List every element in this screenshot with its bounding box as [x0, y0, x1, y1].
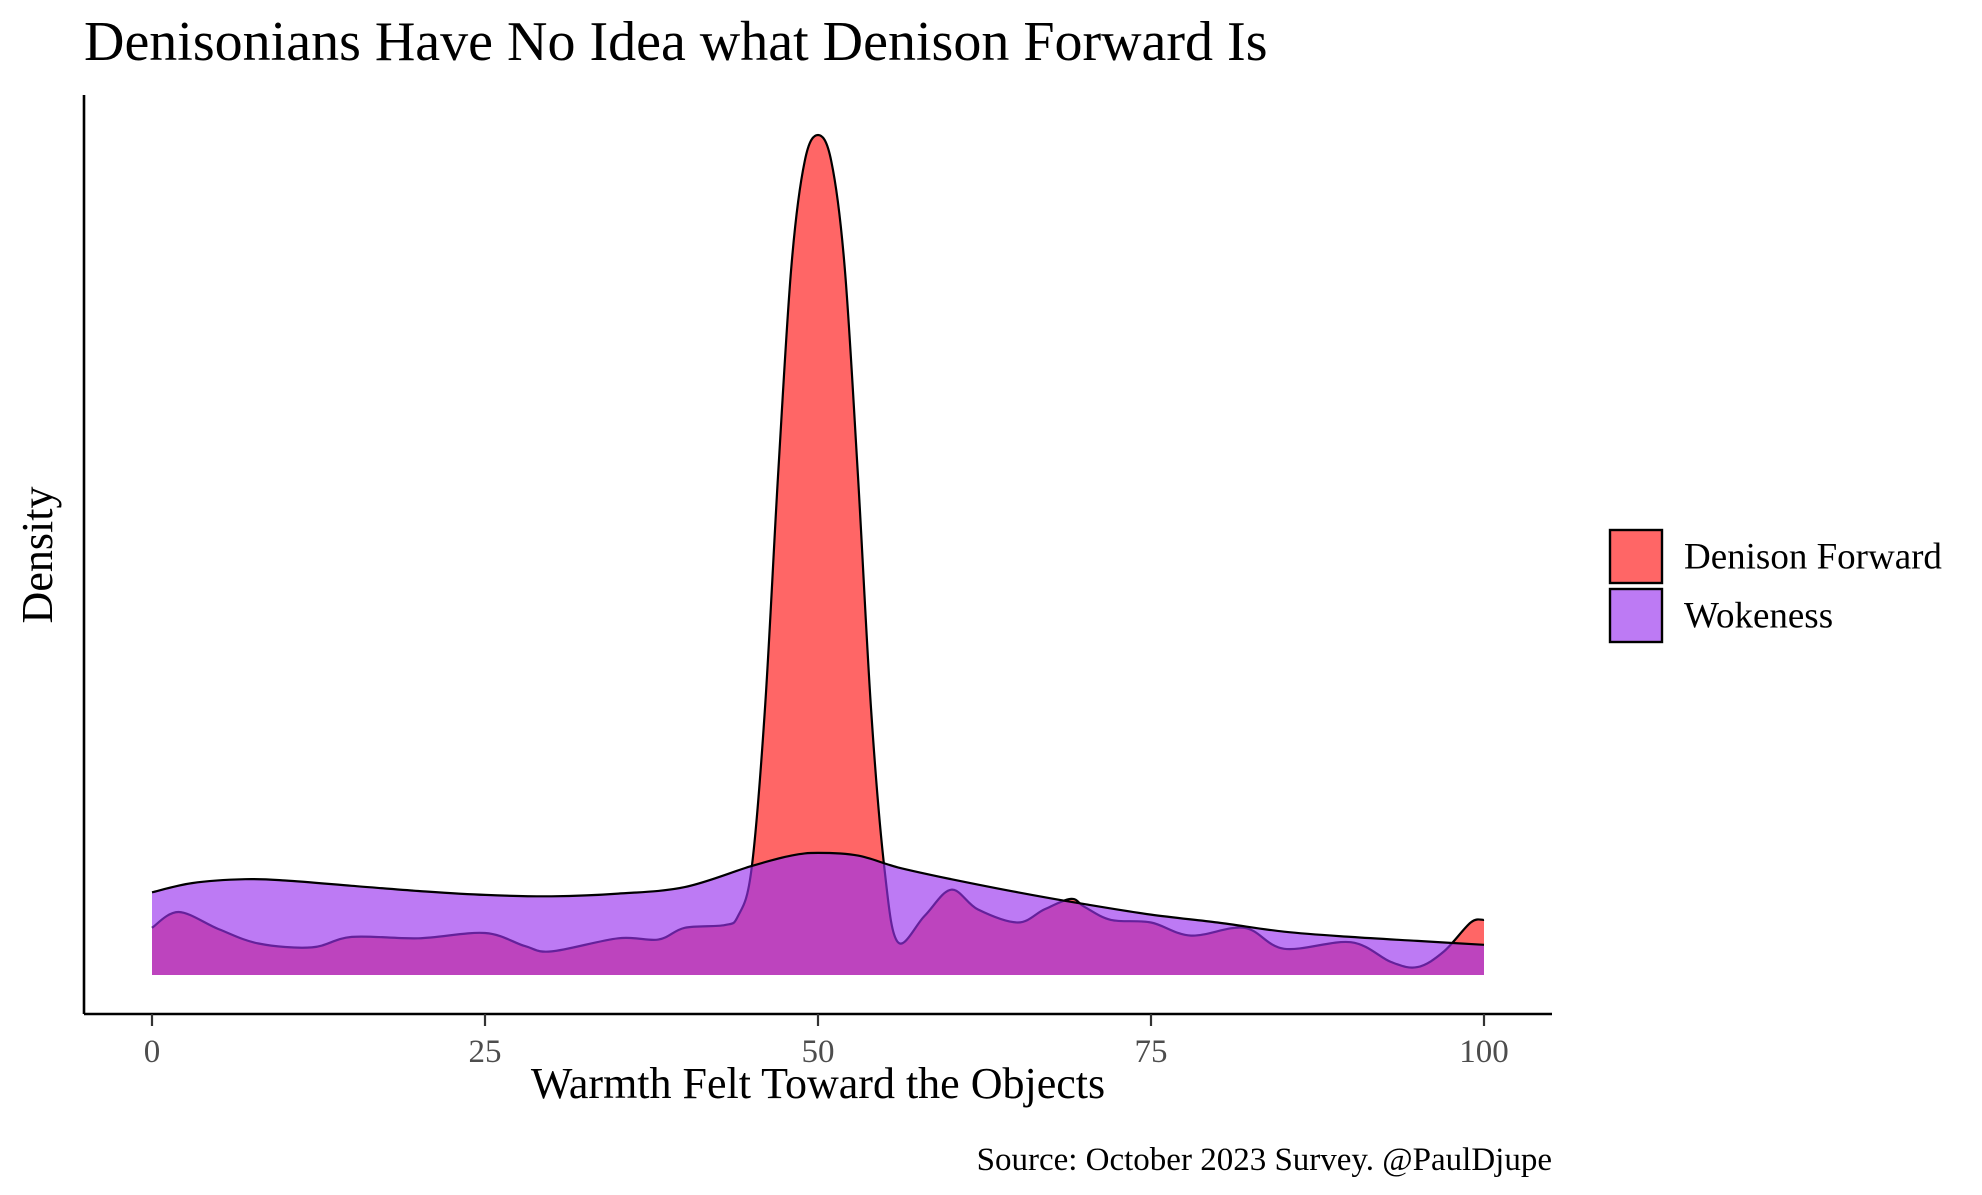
x-tick-label: 100 — [1459, 1034, 1509, 1070]
y-axis-title: Density — [13, 487, 62, 624]
x-axis-title: Warmth Felt Toward the Objects — [531, 1059, 1105, 1108]
x-tick-label: 75 — [1135, 1034, 1168, 1070]
plot-area: 0 25 50 75 100 — [82, 95, 1552, 1070]
x-tick-label: 25 — [469, 1034, 502, 1070]
density-area-wokeness — [152, 852, 1484, 975]
legend-label-wokeness: Wokeness — [1684, 596, 1833, 637]
density-outline-wokeness — [151, 851, 1485, 946]
legend-label-denison-forward: Denison Forward — [1684, 537, 1942, 578]
caption: Source: October 2023 Survey. @PaulDjupe — [977, 1142, 1552, 1178]
chart-title: Denisonians Have No Idea what Denison Fo… — [84, 11, 1268, 73]
x-axis-ticks: 0 25 50 75 100 — [144, 1014, 1509, 1070]
density-series-layer — [151, 133, 1485, 975]
legend: Denison Forward Wokeness — [1608, 528, 1942, 644]
x-tick-label: 50 — [802, 1034, 835, 1070]
density-area-denison-forward — [152, 135, 1484, 975]
x-tick-label: 0 — [144, 1034, 161, 1070]
legend-key-wokeness — [1608, 587, 1664, 644]
legend-key-denison-forward — [1608, 528, 1664, 585]
